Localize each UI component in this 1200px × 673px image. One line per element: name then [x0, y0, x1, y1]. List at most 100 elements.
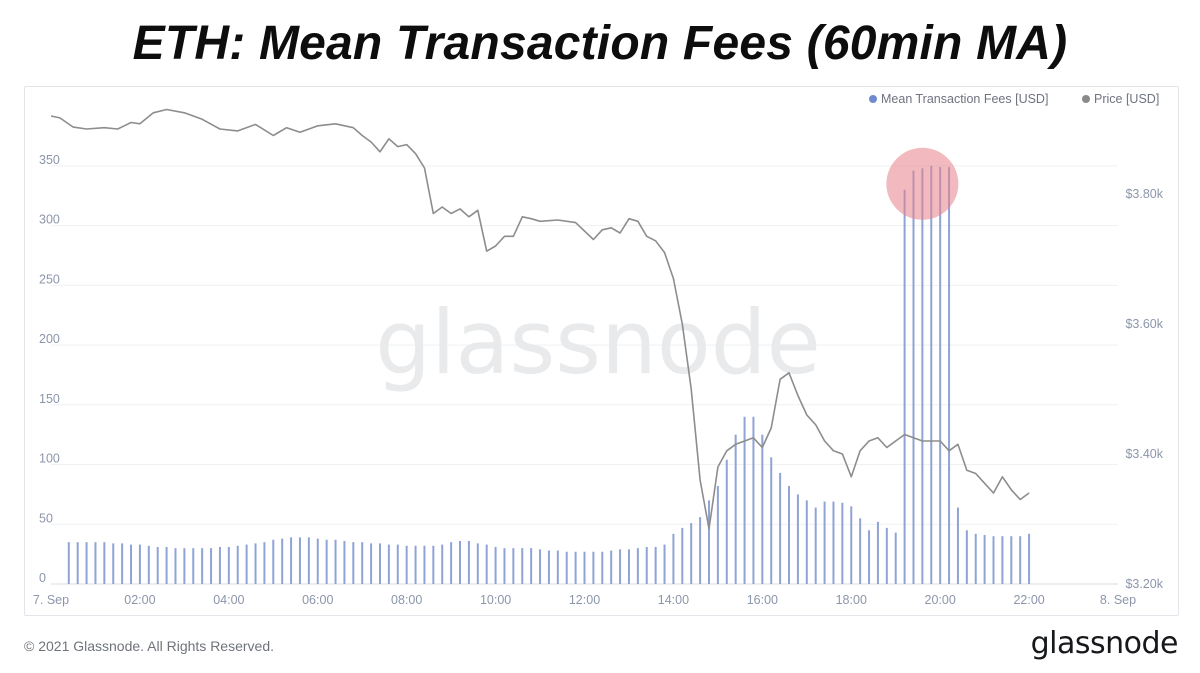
fees-bar: [450, 542, 453, 584]
fees-bar: [512, 548, 515, 584]
x-axis-tick-label: 22:00: [1013, 593, 1044, 607]
fees-bar: [823, 501, 826, 584]
fees-bar: [325, 539, 328, 584]
fees-bar: [254, 543, 257, 584]
fees-bar: [192, 548, 195, 584]
left-axis-ticks: 0 50 100 150 200 250 300 350: [39, 153, 60, 585]
left-axis-tick-label: 50: [39, 511, 53, 525]
price-line: [50, 108, 1030, 530]
fees-bar: [992, 536, 995, 584]
x-axis-tick-label: 02:00: [124, 593, 155, 607]
fees-bar: [1028, 533, 1031, 584]
fees-bar: [1010, 536, 1013, 584]
fees-bar: [805, 500, 808, 584]
left-axis-tick-label: 0: [39, 571, 46, 585]
fees-bar: [521, 548, 524, 584]
fees-bar: [432, 545, 435, 584]
fees-bar: [423, 545, 426, 584]
fees-bar: [876, 521, 879, 584]
chart-title: ETH: Mean Transaction Fees (60min MA): [132, 17, 1068, 70]
x-axis-tick-label: 08:00: [391, 593, 422, 607]
fees-bar: [343, 540, 346, 584]
fees-bar: [94, 542, 97, 584]
fees-bar: [165, 546, 168, 584]
fees-bar: [263, 542, 266, 584]
fees-bar: [779, 472, 782, 584]
x-axis-tick-label: 18:00: [836, 593, 867, 607]
fees-bar: [681, 527, 684, 584]
fees-bar: [930, 165, 933, 584]
fees-bar: [547, 550, 550, 584]
fees-bar: [859, 518, 862, 584]
x-axis-tick-label: 20:00: [925, 593, 956, 607]
fees-bars: [67, 165, 1031, 585]
fees-bar: [1001, 536, 1004, 584]
fees-bar: [361, 542, 364, 584]
fees-bar: [290, 537, 293, 584]
fees-bar: [67, 542, 70, 584]
legend-label[interactable]: Price [USD]: [1094, 92, 1159, 106]
fees-bar: [770, 457, 773, 584]
fees-bar: [894, 532, 897, 584]
right-axis-tick-label: $3.60k: [1125, 317, 1163, 331]
left-axis-tick-label: 250: [39, 272, 60, 286]
fees-bar: [459, 540, 462, 584]
fees-bar: [939, 167, 942, 584]
fees-bar: [841, 502, 844, 584]
fees-bar: [138, 544, 141, 584]
x-axis-tick-label: 16:00: [747, 593, 778, 607]
fees-bar: [645, 546, 648, 584]
fees-bar: [716, 486, 719, 584]
legend-label[interactable]: Mean Transaction Fees [USD]: [881, 92, 1048, 106]
left-axis-tick-label: 350: [39, 153, 60, 167]
fees-bar: [405, 545, 408, 584]
copyright-text: © 2021 Glassnode. All Rights Reserved.: [24, 638, 275, 654]
fees-bar: [334, 539, 337, 584]
fees-bar: [619, 549, 622, 584]
fees-bar: [610, 550, 613, 584]
fees-bar: [556, 550, 559, 584]
fees-bar: [796, 494, 799, 584]
right-axis-tick-label: $3.80k: [1125, 187, 1163, 201]
fees-bar: [752, 416, 755, 584]
fees-bar: [476, 543, 479, 584]
fees-bar: [743, 416, 746, 584]
legend[interactable]: Mean Transaction Fees [USD] Price [USD]: [869, 92, 1159, 106]
fees-bar: [983, 535, 986, 584]
legend-dot[interactable]: [869, 95, 877, 103]
fees-bar: [298, 537, 301, 584]
fees-bar: [583, 551, 586, 584]
highlight-circle: [886, 147, 959, 220]
fees-bar: [565, 551, 568, 584]
fees-bar: [850, 506, 853, 584]
fees-bar: [130, 544, 133, 584]
fees-bar: [601, 551, 604, 584]
x-axis-tick-label: 8. Sep: [1100, 593, 1136, 607]
fees-bar: [494, 546, 497, 584]
fees-bar: [725, 459, 728, 584]
fees-bar: [121, 543, 124, 584]
fees-bar: [868, 530, 871, 584]
fees-bar: [921, 168, 924, 585]
fees-bar: [1019, 536, 1022, 584]
fees-bar: [485, 544, 488, 584]
fees-bar: [761, 434, 764, 584]
fees-bar: [974, 533, 977, 584]
left-axis-tick-label: 300: [39, 213, 60, 227]
fees-bar: [903, 189, 906, 584]
fees-bar: [227, 546, 230, 584]
fees-bar: [174, 548, 177, 584]
grid-lines: [51, 165, 1118, 585]
fees-bar: [832, 501, 835, 584]
fees-bar: [281, 538, 284, 584]
fees-bar: [85, 542, 88, 584]
x-axis-tick-label: 14:00: [658, 593, 689, 607]
fees-bar: [441, 544, 444, 584]
fees-bar: [885, 527, 888, 584]
legend-dot[interactable]: [1082, 95, 1090, 103]
fees-bar: [707, 500, 710, 584]
fees-bar: [210, 548, 213, 584]
x-axis-tick-label: 7. Sep: [33, 593, 69, 607]
fees-bar: [316, 538, 319, 584]
